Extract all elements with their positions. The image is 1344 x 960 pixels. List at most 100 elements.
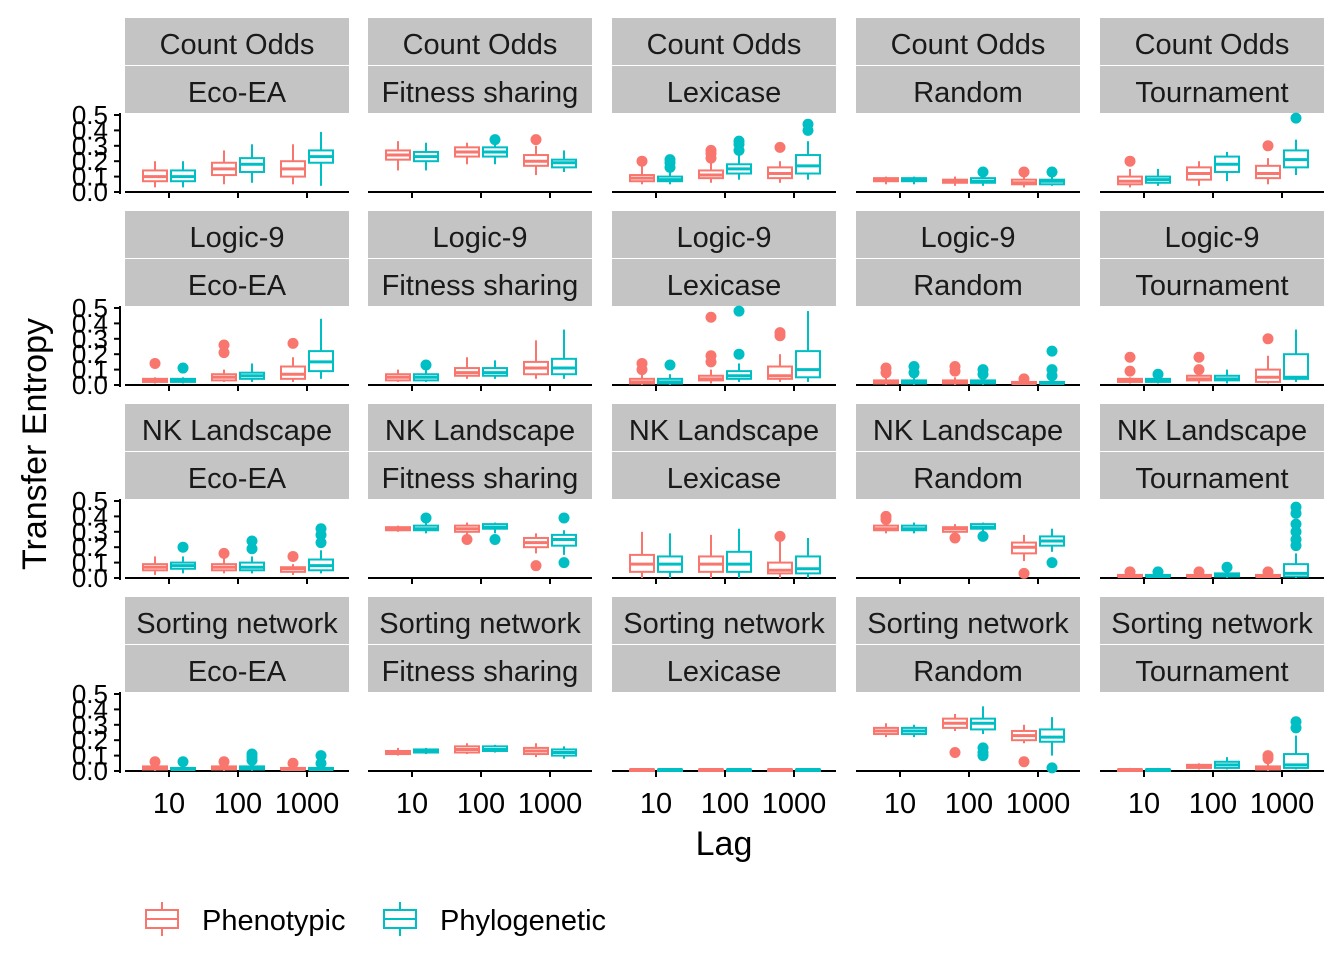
facet-strip-bottom: [856, 452, 1080, 499]
box-phylogenetic: [482, 744, 508, 753]
facet-row-label: Sorting network: [623, 608, 825, 640]
facet-strip-top: [125, 404, 349, 451]
facet-panel: Count Odds Lexicase: [612, 18, 836, 198]
facet-panel: Count Odds Fitness sharing: [368, 18, 592, 198]
x-tick-label: 1000: [275, 788, 340, 820]
facet-strip-bottom: [368, 259, 592, 306]
facet-strip-top: [1100, 597, 1324, 644]
box-iqr: [795, 154, 821, 175]
box-phylogenetic: [970, 706, 996, 762]
box-phylogenetic: [726, 528, 752, 578]
box-phylogenetic: [901, 176, 927, 185]
facet-row-label: Logic-9: [432, 222, 527, 254]
facet-col-label: Tournament: [1135, 463, 1288, 495]
box-phylogenetic: [901, 361, 927, 385]
box-phenotypic: [385, 141, 411, 171]
outlier-point: [1262, 750, 1274, 762]
box-phenotypic: [698, 144, 724, 183]
box-phenotypic: [211, 150, 237, 185]
outlier-point: [636, 155, 648, 167]
outlier-point: [1152, 368, 1164, 380]
box-iqr: [795, 555, 821, 575]
outlier-point: [177, 756, 189, 768]
outlier-point: [246, 748, 258, 760]
x-axis-title: Lag: [696, 825, 753, 863]
y-tick-label: 0.0: [72, 563, 108, 593]
facet-col-label: Lexicase: [667, 656, 781, 688]
box-phylogenetic: [1039, 528, 1065, 569]
facet-panel: Sorting network Random 10 100 1000: [856, 597, 1080, 820]
box-phylogenetic: [413, 142, 439, 171]
x-tick-label: 10: [884, 788, 916, 820]
box-phylogenetic: [308, 523, 334, 574]
y-tick-label: 0.2: [72, 725, 108, 755]
box-phenotypic: [698, 534, 724, 578]
box-phenotypic: [873, 510, 899, 534]
box-phenotypic: [211, 339, 237, 382]
facet-panel: Logic-9 Fitness sharing: [368, 211, 592, 391]
legend-item-phenotypic: Phenotypic: [145, 902, 346, 937]
facet-strip-top: [612, 18, 836, 65]
outlier-point: [246, 543, 258, 555]
facet-col-label: Tournament: [1135, 656, 1288, 688]
y-tick-label: 0.0: [72, 756, 108, 786]
outlier-point: [218, 547, 230, 559]
facet-panel: NK Landscape Eco-EA: [125, 404, 349, 584]
y-tick-label: 0.2: [72, 532, 108, 562]
outlier-point: [1290, 501, 1302, 513]
facet-strip-top: [368, 404, 592, 451]
facet-panel: Sorting network Tournament 10 100 1000: [1100, 597, 1324, 820]
facet-col-label: Lexicase: [667, 77, 781, 109]
box-phylogenetic: [726, 305, 752, 382]
outlier-point: [1018, 567, 1030, 579]
x-tick-label: 10: [1128, 788, 1160, 820]
facet-panel: NK Landscape Lexicase: [612, 404, 836, 584]
box-phenotypic: [629, 357, 655, 385]
facet-panel: NK Landscape Tournament: [1100, 404, 1324, 584]
facet-strip-bottom: [368, 66, 592, 113]
facet-strip-bottom: [368, 452, 592, 499]
box-phylogenetic: [795, 537, 821, 578]
outlier-point: [315, 750, 327, 762]
box-phylogenetic: [1214, 369, 1240, 384]
facet-col-label: Fitness sharing: [382, 656, 579, 688]
box-phenotypic: [629, 767, 655, 773]
y-tick-label: 0.4: [72, 694, 108, 724]
outlier-point: [246, 535, 258, 547]
outlier-point: [664, 359, 676, 371]
box-phylogenetic: [170, 161, 196, 188]
box-iqr: [767, 561, 793, 575]
facet-panel: NK Landscape Random: [856, 404, 1080, 584]
box-phylogenetic: [1283, 716, 1309, 770]
box-phylogenetic: [1145, 767, 1171, 773]
facet-row-label: NK Landscape: [385, 415, 575, 447]
outlier-point: [1290, 534, 1302, 545]
outlier-point: [287, 757, 299, 769]
box-phylogenetic: [795, 118, 821, 180]
box-phenotypic: [523, 533, 549, 572]
box-iqr: [1255, 164, 1281, 180]
box-phenotypic: [454, 142, 480, 165]
outlier-point: [287, 337, 299, 349]
box-phylogenetic: [1283, 329, 1309, 382]
facet-strip-top: [1100, 18, 1324, 65]
box-phylogenetic: [308, 131, 334, 186]
facet-col-label: Fitness sharing: [382, 270, 579, 302]
box-phylogenetic: [170, 756, 196, 771]
box-iqr: [280, 365, 306, 380]
box-phenotypic: [1117, 155, 1143, 188]
box-phylogenetic: [970, 522, 996, 542]
box-phenotypic: [454, 357, 480, 379]
box-phenotypic: [454, 743, 480, 755]
box-phylogenetic: [239, 748, 265, 771]
facet-panel: Sorting network Eco-EA 10 100 1000: [125, 597, 349, 820]
facet-strip-bottom: [125, 259, 349, 306]
facet-strip-bottom: [856, 645, 1080, 692]
box-phylogenetic: [1283, 501, 1309, 578]
facet-row-label: Sorting network: [867, 608, 1069, 640]
box-phylogenetic: [170, 362, 196, 384]
outlier-point: [880, 362, 892, 374]
facet-strip-top: [612, 404, 836, 451]
outlier-point: [1124, 365, 1136, 377]
x-tick-label: 1000: [762, 788, 827, 820]
